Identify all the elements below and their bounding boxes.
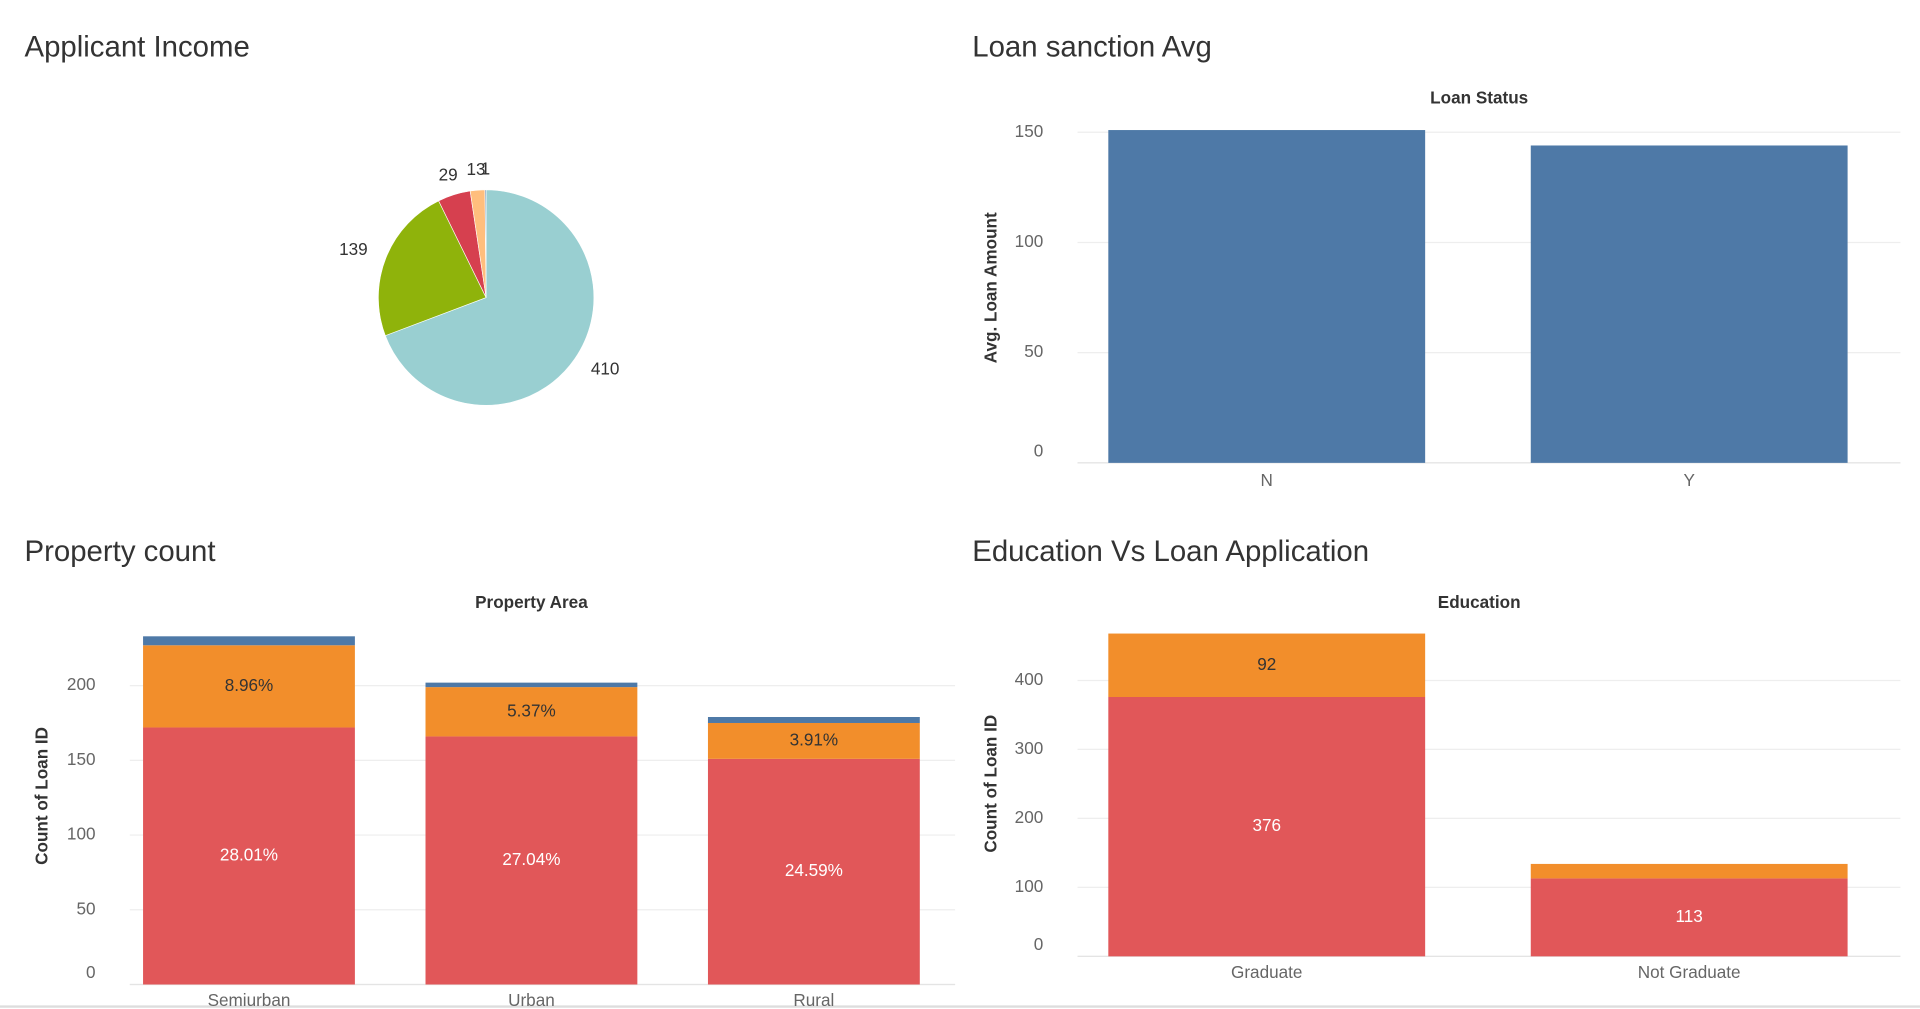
bar-segment	[1108, 633, 1426, 698]
y-tick-label: 400	[1015, 669, 1044, 689]
bar-segment	[143, 727, 355, 985]
segment-label: 3.91%	[790, 729, 839, 749]
y-tick-label: 50	[76, 898, 95, 918]
chart-header: Loan Status	[1430, 88, 1528, 108]
y-tick-label: 150	[67, 749, 96, 769]
x-tick-label: Graduate	[1231, 962, 1302, 982]
y-tick-label: 0	[1034, 934, 1044, 954]
chart-title: Loan sanction Avg	[972, 30, 1212, 63]
segment-label: 113	[1676, 906, 1703, 926]
y-axis-label: Count of Loan ID	[31, 727, 51, 865]
bar	[1530, 145, 1848, 463]
bar-segment	[143, 636, 355, 646]
y-tick-label: 100	[1015, 876, 1044, 896]
y-tick-label: 100	[1015, 231, 1044, 251]
y-tick-label: 200	[67, 674, 96, 694]
x-tick-label: Not Graduate	[1638, 962, 1741, 982]
chart-header: Education	[1438, 592, 1521, 612]
bar-segment	[707, 717, 920, 723]
y-tick-label: 300	[1015, 738, 1044, 758]
bar-segment	[425, 736, 638, 985]
chart-title: Property count	[24, 535, 215, 568]
y-tick-label: 200	[1015, 807, 1044, 827]
segment-label: 8.96%	[225, 675, 274, 695]
segment-label: 28.01%	[220, 845, 278, 865]
x-tick-label: N	[1261, 470, 1273, 490]
x-tick-label: Semiurban	[208, 990, 291, 1009]
chart-title: Applicant Income	[24, 30, 249, 63]
y-axis-label: Avg. Loan Amount	[980, 212, 1000, 363]
x-tick-label: Y	[1683, 470, 1695, 490]
pie-slice	[378, 200, 487, 337]
chart-title: Education Vs Loan Application	[972, 535, 1369, 568]
bar-segment	[425, 687, 638, 737]
y-tick-label: 50	[1024, 341, 1043, 361]
segment-label: 24.59%	[785, 860, 843, 880]
x-tick-label: Urban	[508, 990, 555, 1009]
bar	[1108, 130, 1426, 463]
pie-slice	[384, 189, 595, 406]
x-tick-label: Rural	[793, 990, 834, 1009]
segment-label: 376	[1252, 815, 1281, 835]
bar-segment	[1530, 878, 1848, 957]
pie-label: 410	[591, 359, 620, 379]
segment-label: 5.37%	[507, 700, 556, 720]
pie-label: 139	[339, 239, 368, 259]
pie-slice	[484, 189, 487, 298]
pie-label: 29	[439, 165, 458, 185]
pie-label: 13	[466, 159, 485, 179]
y-tick-label: 150	[1015, 121, 1044, 141]
y-tick-label: 0	[86, 962, 96, 982]
bar-segment	[1530, 863, 1848, 879]
bar-segment	[1108, 697, 1426, 957]
y-tick-label: 0	[1034, 440, 1044, 460]
segment-label: 27.04%	[502, 849, 560, 869]
chart-header: Property Area	[475, 592, 588, 612]
segment-label: 92	[1257, 654, 1276, 674]
y-axis-label: Count of Loan ID	[980, 715, 1000, 853]
bar-segment	[707, 722, 920, 759]
bar-segment	[143, 645, 355, 728]
y-tick-label: 100	[67, 824, 96, 844]
pie-label: 1	[481, 159, 491, 179]
bar-segment	[707, 758, 920, 985]
bar-segment	[425, 682, 638, 688]
